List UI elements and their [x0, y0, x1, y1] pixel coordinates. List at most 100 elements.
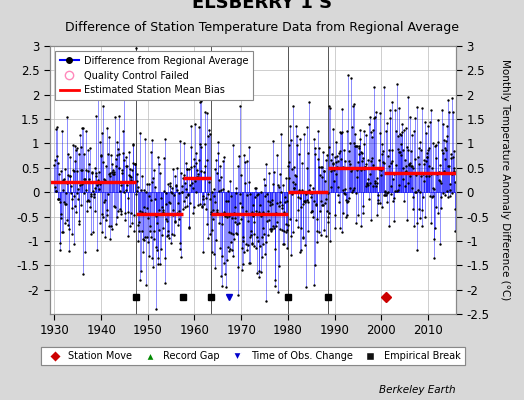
Point: [411, 114, 420, 121]
Point: [390, 106, 399, 113]
Point: [132, 45, 140, 52]
Point: [419, 194, 427, 200]
Point: [404, 94, 412, 100]
Point: [371, 114, 379, 120]
Point: [288, 191, 296, 197]
Point: [107, 223, 115, 229]
Point: [161, 136, 169, 142]
Point: [344, 198, 352, 204]
Point: [140, 203, 148, 210]
Point: [116, 206, 124, 212]
Point: [343, 199, 351, 205]
Point: [163, 218, 171, 225]
Point: [76, 182, 84, 188]
Point: [413, 247, 422, 253]
Point: [368, 155, 376, 162]
Point: [422, 154, 431, 160]
Point: [316, 172, 324, 178]
Point: [375, 166, 383, 172]
Point: [244, 218, 252, 224]
Point: [233, 220, 242, 227]
Point: [228, 247, 236, 254]
Point: [181, 186, 190, 192]
Point: [369, 115, 378, 122]
Point: [224, 244, 233, 250]
Point: [405, 162, 413, 168]
Point: [109, 167, 117, 174]
Point: [342, 212, 351, 218]
Point: [364, 182, 373, 188]
Point: [403, 147, 412, 153]
Point: [263, 191, 271, 197]
Point: [262, 298, 270, 304]
Point: [312, 201, 320, 208]
Point: [112, 221, 120, 228]
Point: [51, 126, 60, 132]
Point: [92, 173, 100, 180]
Point: [87, 193, 95, 199]
Point: [171, 218, 179, 225]
Point: [237, 244, 246, 251]
Point: [201, 141, 210, 148]
Point: [279, 182, 287, 188]
Point: [365, 171, 374, 178]
Point: [162, 233, 171, 239]
Point: [337, 129, 346, 136]
Point: [401, 125, 410, 131]
Point: [211, 166, 219, 172]
Point: [120, 84, 128, 90]
Point: [64, 172, 73, 178]
Point: [344, 72, 352, 79]
Point: [92, 170, 101, 177]
Point: [418, 105, 426, 111]
Point: [125, 149, 133, 156]
Point: [451, 178, 460, 185]
Point: [406, 160, 414, 166]
Point: [133, 171, 141, 178]
Point: [353, 167, 361, 174]
Point: [166, 182, 174, 189]
Point: [371, 180, 379, 187]
Point: [410, 189, 419, 196]
Point: [353, 173, 361, 180]
Point: [389, 198, 397, 204]
Point: [123, 163, 131, 169]
Point: [56, 199, 64, 205]
Point: [364, 157, 372, 163]
Point: [83, 208, 91, 214]
Point: [236, 200, 244, 206]
Point: [135, 219, 143, 226]
Point: [396, 149, 404, 155]
Point: [434, 177, 443, 184]
Point: [335, 199, 343, 205]
Point: [366, 180, 374, 186]
Point: [69, 142, 77, 148]
Point: [68, 204, 76, 211]
Point: [166, 179, 174, 186]
Point: [271, 276, 280, 283]
Point: [373, 174, 381, 181]
Point: [248, 209, 256, 216]
Point: [58, 128, 67, 134]
Point: [202, 195, 210, 201]
Point: [155, 206, 163, 213]
Point: [215, 177, 223, 183]
Point: [259, 176, 268, 182]
Point: [119, 128, 127, 135]
Point: [248, 240, 257, 246]
Point: [188, 210, 196, 216]
Point: [58, 229, 66, 235]
Point: [118, 150, 127, 157]
Point: [356, 127, 364, 133]
Point: [217, 252, 226, 259]
Point: [93, 182, 101, 188]
Point: [431, 225, 439, 232]
Point: [253, 192, 261, 198]
Point: [123, 209, 132, 215]
Point: [214, 139, 222, 145]
Point: [280, 228, 289, 234]
Point: [384, 153, 392, 159]
Point: [69, 241, 78, 248]
Point: [216, 187, 225, 193]
Point: [347, 168, 355, 174]
